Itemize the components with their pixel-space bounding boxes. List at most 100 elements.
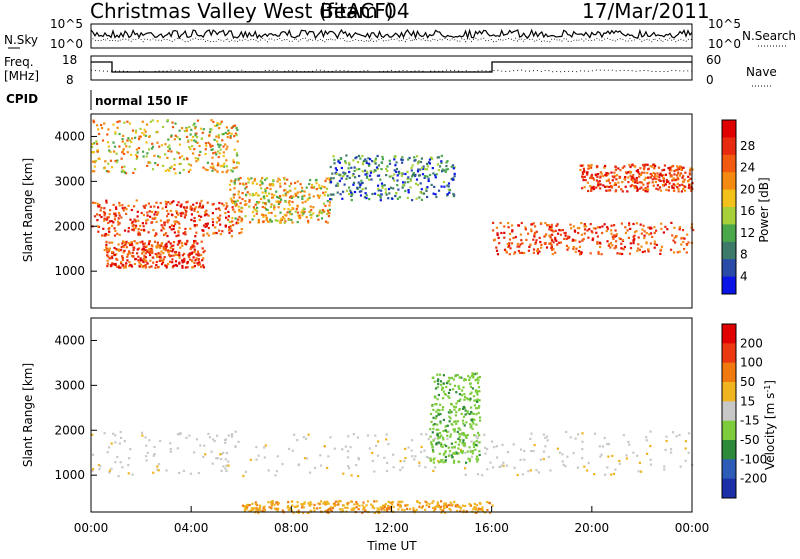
echo-point — [577, 231, 580, 235]
echo-point — [446, 184, 449, 187]
echo-point — [107, 255, 110, 258]
echo-point — [452, 461, 456, 464]
echo-point — [121, 204, 124, 207]
echo-point — [458, 435, 461, 438]
echo-point — [456, 373, 459, 377]
echo-point — [677, 187, 680, 190]
echo-point — [221, 170, 224, 174]
echo-point — [636, 454, 639, 457]
echo-point — [97, 463, 101, 467]
echo-point — [198, 263, 201, 266]
echo-point — [471, 374, 474, 377]
echo-point — [437, 378, 440, 381]
echo-point — [255, 458, 258, 461]
echo-point — [96, 213, 99, 216]
echo-point — [511, 230, 514, 233]
echo-point — [144, 130, 147, 133]
echo-point — [516, 242, 519, 246]
echo-point — [586, 229, 589, 232]
echo-point — [611, 454, 614, 458]
echo-point — [428, 502, 431, 506]
echo-point — [141, 131, 144, 135]
echo-point — [414, 455, 417, 458]
echo-point — [684, 185, 687, 189]
echo-point — [114, 206, 118, 209]
echo-point — [201, 131, 204, 134]
echo-point — [589, 252, 592, 255]
echo-point — [175, 235, 178, 238]
echo-point — [470, 440, 473, 443]
echo-point — [660, 227, 663, 230]
echo-point — [206, 201, 209, 204]
echo-point — [193, 250, 196, 254]
echo-point — [300, 506, 304, 509]
echo-point — [523, 252, 526, 255]
echo-point — [669, 448, 673, 451]
echo-point — [616, 174, 619, 177]
echo-point — [635, 186, 638, 189]
echo-point — [284, 200, 287, 203]
echo-point — [234, 204, 237, 207]
echo-point — [224, 467, 227, 470]
echo-point — [284, 192, 287, 195]
echo-point — [164, 244, 167, 247]
echo-point — [583, 175, 586, 178]
echo-point — [114, 441, 117, 444]
freq-tick-high: 18 — [62, 53, 77, 67]
echo-point — [264, 190, 267, 193]
echo-point — [326, 209, 330, 212]
echo-point — [415, 508, 418, 511]
echo-point — [112, 432, 115, 435]
echo-point — [647, 176, 650, 179]
echo-point — [186, 158, 189, 161]
echo-point — [213, 231, 216, 234]
echo-point — [248, 510, 251, 513]
echo-point — [638, 248, 641, 251]
echo-point — [225, 469, 228, 472]
echo-point — [181, 244, 184, 247]
echo-point — [447, 395, 450, 398]
echo-point — [389, 506, 392, 509]
echo-point — [551, 248, 554, 251]
echo-point — [472, 374, 475, 377]
echo-point — [193, 148, 196, 151]
echo-point — [510, 242, 514, 245]
echo-point — [646, 182, 649, 185]
echo-point — [453, 384, 457, 387]
echo-point — [133, 205, 136, 208]
echo-point — [229, 169, 233, 172]
echo-point — [668, 182, 671, 185]
echo-point — [110, 224, 114, 227]
echo-point — [106, 133, 109, 136]
echo-point — [333, 502, 336, 505]
echo-point — [287, 201, 290, 204]
echo-point — [348, 192, 351, 196]
echo-point — [442, 181, 446, 184]
echo-point — [530, 449, 533, 453]
echo-point — [270, 203, 273, 206]
echo-point — [154, 162, 157, 165]
echo-point — [120, 248, 123, 252]
echo-point — [123, 241, 126, 244]
echo-point — [636, 189, 639, 192]
echo-point — [588, 167, 591, 170]
x-axis-label: Time UT — [366, 539, 417, 553]
echo-point — [296, 191, 299, 194]
echo-point — [118, 132, 121, 136]
echo-point — [315, 188, 318, 191]
echo-point — [307, 197, 310, 201]
echo-point — [250, 177, 253, 180]
echo-point — [132, 255, 135, 258]
echo-point — [146, 218, 149, 221]
echo-point — [279, 195, 282, 198]
echo-point — [218, 219, 221, 222]
echo-point — [665, 188, 668, 191]
echo-point — [649, 242, 652, 245]
echo-point — [462, 509, 465, 512]
echo-point — [111, 251, 114, 254]
echo-point — [103, 217, 106, 220]
echo-point — [211, 162, 214, 165]
echo-point — [441, 388, 444, 391]
echo-point — [269, 218, 272, 221]
